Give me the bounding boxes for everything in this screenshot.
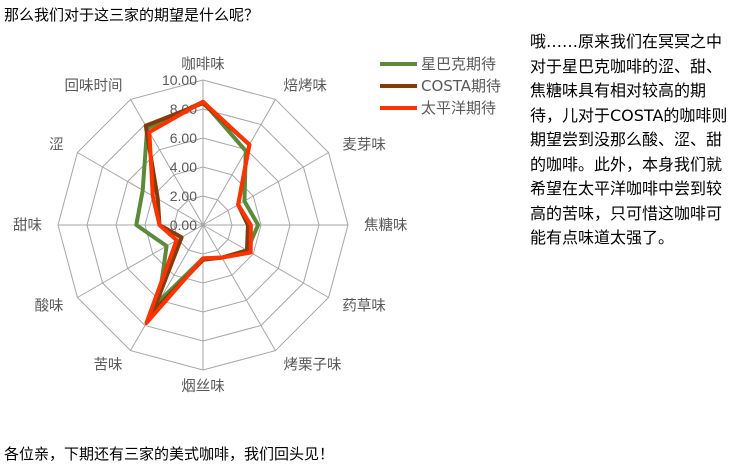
radar-grid bbox=[57, 79, 349, 371]
grid-spoke bbox=[202, 224, 329, 298]
legend-label: COSTA期待 bbox=[421, 77, 501, 95]
category-label: 药草味 bbox=[342, 298, 386, 315]
category-label: 烤栗子味 bbox=[284, 356, 342, 373]
series-line bbox=[144, 99, 253, 325]
tick-label: 10.00 bbox=[162, 72, 197, 88]
category-label: 焦糖味 bbox=[364, 217, 408, 234]
legend-label: 太平洋期待 bbox=[421, 99, 496, 117]
grid-spoke bbox=[202, 152, 329, 226]
grid-spoke bbox=[202, 224, 276, 351]
category-label: 麦芽味 bbox=[342, 137, 386, 154]
category-label: 烟丝味 bbox=[181, 378, 225, 395]
tick-label: 6.00 bbox=[170, 130, 197, 146]
category-label: 酸味 bbox=[35, 298, 64, 315]
grid-spoke bbox=[130, 224, 204, 351]
category-label: 苦味 bbox=[94, 356, 123, 373]
category-label: 焙烤味 bbox=[284, 78, 328, 95]
grid-spoke bbox=[130, 99, 204, 226]
radar-series-lines bbox=[134, 99, 261, 325]
category-label: 涩 bbox=[49, 137, 64, 154]
grid-spoke bbox=[77, 152, 204, 226]
commentary-text: 哦……原来我们在冥冥之中对于星巴克咖啡的涩、甜、焦糖味具有相对较高的期待，儿对于… bbox=[530, 32, 728, 247]
tick-label: 2.00 bbox=[170, 188, 197, 204]
grid-spoke bbox=[202, 99, 276, 226]
legend-label: 星巴克期待 bbox=[421, 55, 496, 73]
tick-label: 0.00 bbox=[170, 217, 197, 233]
intro-text: 那么我们对于这三家的期望是什么呢？ bbox=[4, 6, 260, 24]
outro-text: 各位亲，下期还有三家的美式咖啡，我们回头见！ bbox=[4, 445, 335, 463]
category-label: 回味时间 bbox=[65, 78, 123, 95]
category-label: 咖啡味 bbox=[181, 56, 225, 73]
category-label: 甜味 bbox=[13, 217, 42, 234]
tick-label: 4.00 bbox=[170, 159, 197, 175]
